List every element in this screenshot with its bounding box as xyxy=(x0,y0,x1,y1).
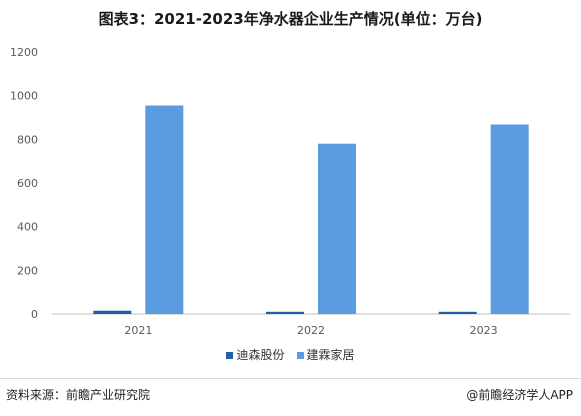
bar-2022-series-2 xyxy=(318,143,356,314)
x-tick-label: 2021 xyxy=(124,324,152,337)
bar-chart: 0 200 400 600 800 1000 1200 2021 2022 2023 xyxy=(10,46,570,337)
bar-2023-series-1 xyxy=(438,311,477,314)
y-tick-label: 600 xyxy=(17,177,38,190)
bar-2022-series-1 xyxy=(266,311,304,314)
legend-label: 迪森股份 xyxy=(236,348,285,362)
y-tick-label: 400 xyxy=(17,221,38,234)
y-tick-label: 1000 xyxy=(10,90,38,103)
credit-label: @前瞻经济学人APP xyxy=(466,388,573,402)
y-tick-label: 0 xyxy=(31,308,38,321)
legend-swatch xyxy=(296,352,304,359)
source-note: 资料来源：前瞻产业研究院 xyxy=(6,388,151,402)
chart-title: 图表3：2021-2023年净水器企业生产情况(单位：万台) xyxy=(98,10,483,28)
legend-item: 迪森股份 xyxy=(226,346,285,363)
y-tick-label: 200 xyxy=(17,264,38,277)
legend: 迪森股份 建霖家居 xyxy=(0,346,581,363)
legend-item: 建霖家居 xyxy=(296,346,355,363)
bar-2021-series-1 xyxy=(93,310,132,314)
legend-swatch xyxy=(226,352,234,359)
bar-2023-series-2 xyxy=(490,124,529,314)
footer-divider xyxy=(0,378,581,379)
x-tick-label: 2023 xyxy=(470,324,498,337)
bar-2021-series-2 xyxy=(145,105,184,314)
legend-label: 建霖家居 xyxy=(306,348,355,362)
x-tick-label: 2022 xyxy=(297,324,325,337)
y-tick-label: 800 xyxy=(17,133,38,146)
y-tick-label: 1200 xyxy=(10,46,38,59)
